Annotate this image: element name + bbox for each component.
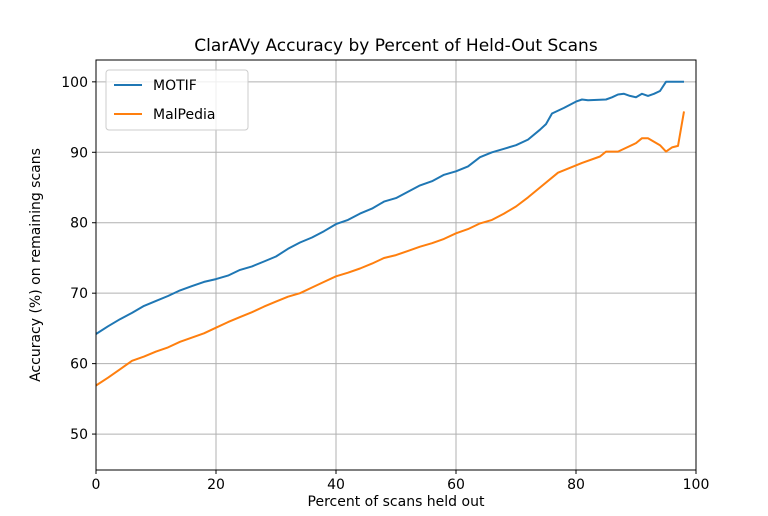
legend-label-motif: MOTIF	[153, 78, 197, 94]
x-tick-label: 80	[567, 477, 585, 493]
y-tick-label: 100	[61, 75, 88, 91]
ticks: 0 20 40 60 80 100 50 60 70 80 90 100	[61, 75, 709, 493]
series-lines	[95, 80, 685, 387]
y-tick-label: 80	[70, 216, 88, 232]
legend: MOTIF MalPedia	[105, 69, 249, 131]
series-line-motif	[95, 80, 684, 335]
y-tick-label: 90	[70, 145, 88, 161]
x-tick-label: 100	[683, 477, 710, 493]
legend-label-malpedia: MalPedia	[153, 107, 215, 123]
y-tick-label: 70	[70, 286, 88, 302]
y-axis-label: Accuracy (%) on remaining scans	[28, 148, 44, 382]
series-line-malpedia	[95, 111, 685, 387]
plot-frame	[95, 59, 697, 471]
y-tick-label: 50	[70, 427, 88, 443]
x-axis-label: Percent of scans held out	[308, 494, 485, 510]
chart-title: ClarAVy Accuracy by Percent of Held-Out …	[194, 36, 598, 56]
x-tick-label: 40	[327, 477, 345, 493]
x-tick-label: 0	[92, 477, 101, 493]
y-tick-label: 60	[70, 357, 88, 373]
x-tick-label: 60	[447, 477, 465, 493]
x-tick-label: 20	[207, 477, 225, 493]
